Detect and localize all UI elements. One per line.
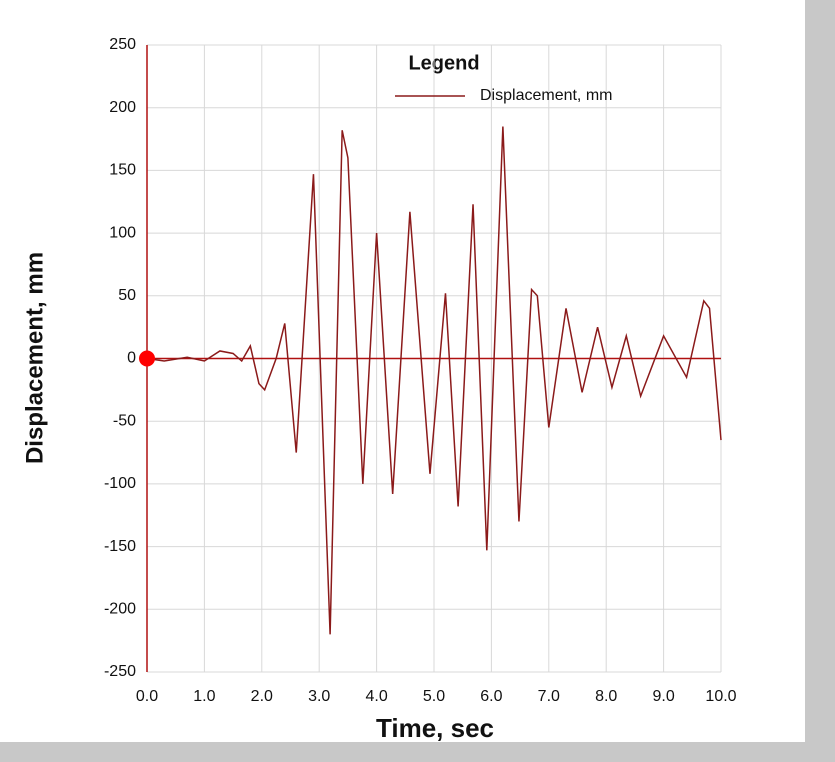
panel [0,0,805,742]
y-tick-label: -100 [104,475,136,492]
x-tick-label: 6.0 [480,688,502,705]
y-tick-label: 250 [109,36,136,53]
y-tick-label: -150 [104,538,136,555]
y-tick-label: 200 [109,99,136,116]
x-tick-label: 7.0 [538,688,560,705]
x-tick-label: 9.0 [652,688,674,705]
y-axis-label: Displacement, mm [21,252,48,464]
data-line [146,126,722,635]
y-tick-label: 100 [109,224,136,241]
legend-title: Legend [408,52,479,74]
y-tick-label: 0 [127,350,136,367]
x-tick-label: 0.0 [136,688,158,705]
y-tick-label: 50 [118,287,136,304]
y-tick-label: -50 [113,412,136,429]
x-tick-label: 8.0 [595,688,617,705]
x-axis-label: Time, sec [376,713,494,743]
x-tick-label: 3.0 [308,688,330,705]
x-tick-label: 5.0 [423,688,445,705]
y-tick-label: -250 [104,663,136,680]
x-tick-label: 10.0 [705,688,736,705]
start-marker [139,350,155,367]
x-tick-label: 1.0 [193,688,215,705]
x-tick-label: 2.0 [251,688,273,705]
y-tick-label: 150 [109,162,136,179]
y-tick-label: -200 [104,601,136,618]
x-tick-label: 4.0 [365,688,387,705]
legend-label: Displacement, mm [480,87,612,104]
